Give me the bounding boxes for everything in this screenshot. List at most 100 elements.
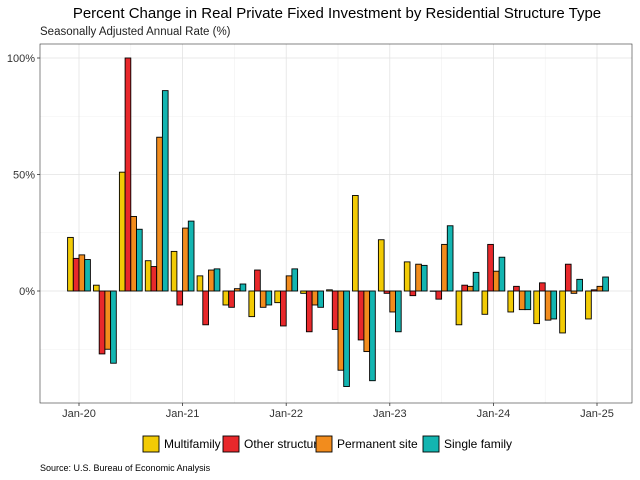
bar-other-structures-2024-04 [513,285,520,292]
y-tick-label: 50% [13,170,35,182]
bar-multifamily-2021-01 [170,250,178,292]
bar-multifamily-2024-01 [481,290,489,315]
legend-swatch [142,435,160,453]
bar-other-structures-2020-10 [150,266,158,292]
panel-border [39,43,633,404]
bar-multifamily-2020-10 [144,260,152,292]
bar-other-structures-2022-04 [305,290,313,333]
bar-permanent-site-2022-01 [285,275,293,292]
legend-label: Other structures [244,437,330,451]
bar-multifamily-2021-10 [248,290,256,318]
legend-item-single-family: Single family [422,435,512,453]
bar-single-family-2023-01 [395,290,402,333]
bar-permanent-site-2020-10 [156,136,163,292]
bar-multifamily-2020-07 [118,171,126,292]
bar-multifamily-2023-04 [403,261,411,292]
legend-label: Single family [444,437,512,451]
chart-title: Percent Change in Real Private Fixed Inv… [73,5,601,22]
bar-permanent-site-2024-04 [518,290,526,311]
bar-permanent-site-2024-07 [544,290,552,321]
bar-single-family-2021-07 [239,283,247,292]
bar-single-family-2021-01 [187,220,195,292]
bar-single-family-2020-10 [161,90,169,292]
legend-item-multifamily: Multifamily [142,435,221,453]
bar-multifamily-2022-01 [274,290,281,304]
bar-permanent-site-2021-10 [259,290,267,308]
bar-permanent-site-2023-01 [389,290,396,313]
legend-swatch [222,435,240,453]
legend-swatch [315,435,333,453]
x-tick-label: Jan-23 [373,408,407,420]
bar-permanent-site-2023-07 [441,243,448,292]
bar-single-family-2020-07 [136,228,143,292]
x-tick-label: Jan-22 [269,408,303,420]
bar-other-structures-2022-10 [357,290,365,341]
chart-subtitle: Seasonally Adjusted Annual Rate (%) [40,26,231,38]
bar-single-family-2021-04 [213,268,221,292]
bar-other-structures-2023-07 [435,290,443,300]
bar-permanent-site-2021-01 [182,227,189,292]
bar-multifamily-2021-04 [196,275,204,292]
bar-permanent-site-2020-04 [104,290,112,350]
legend-swatch [422,435,440,453]
y-tick-label: 0% [19,286,35,298]
bar-other-structures-2020-07 [124,57,132,292]
bar-permanent-site-2025-01 [596,285,604,292]
bar-single-family-2024-04 [524,290,532,311]
bar-multifamily-2023-10 [455,290,463,326]
bar-permanent-site-2022-07 [337,290,345,371]
bar-single-family-2024-10 [576,278,583,292]
bar-permanent-site-2022-04 [311,290,319,306]
legend-label: Multifamily [164,437,221,451]
bar-multifamily-2022-04 [300,290,307,294]
bar-single-family-2022-01 [291,268,299,292]
bar-other-structures-2020-01 [72,257,80,292]
bar-other-structures-2021-10 [254,269,261,292]
plot-area [39,43,633,404]
bar-single-family-2022-04 [317,290,324,308]
bar-other-structures-2021-07 [228,290,235,308]
bar-single-family-2023-10 [472,271,480,292]
x-tick-label: Jan-20 [62,408,96,420]
bar-multifamily-2023-01 [377,239,385,292]
legend: Multifamily Other structures Permanent sit… [142,435,512,453]
bar-permanent-site-2023-10 [467,285,474,292]
source-note: Source: U.S. Bureau of Economic Analysis [40,463,211,473]
legend-item-other-structures: Other structures [222,435,330,453]
bar-other-structures-2024-10 [564,263,572,292]
x-tick-label: Jan-25 [580,408,614,420]
bar-single-family-2021-10 [265,290,273,306]
bar-single-family-2024-01 [498,256,506,292]
bar-other-structures-2022-07 [331,290,339,330]
bar-permanent-site-2023-04 [415,263,422,292]
bar-other-structures-2025-01 [590,289,598,292]
bar-multifamily-2022-10 [352,195,359,292]
bar-other-structures-2021-01 [176,290,184,306]
bar-single-family-2023-07 [446,225,454,292]
x-axis: Jan-20 Jan-21 Jan-22 Jan-23 Jan-24 Jan-25 [62,403,614,420]
x-tick-label: Jan-24 [477,408,511,420]
bar-single-family-2023-04 [420,264,428,292]
legend-label: Permanent site [337,437,418,451]
bar-permanent-site-2022-10 [363,290,371,353]
bar-other-structures-2024-07 [539,282,546,292]
bar-other-structures-2023-04 [409,290,417,297]
bar-other-structures-2021-04 [202,290,209,326]
bar-multifamily-2025-01 [585,290,592,320]
bar-multifamily-2020-04 [93,284,100,292]
bar-permanent-site-2020-01 [78,254,86,292]
bar-multifamily-2024-10 [559,290,566,334]
y-axis: 0% 50% 100% [7,53,40,298]
bar-permanent-site-2020-07 [130,215,137,292]
bar-single-family-2020-01 [84,259,91,292]
bar-other-structures-2020-04 [98,290,106,355]
bar-multifamily-2021-07 [222,290,230,306]
bar-single-family-2022-10 [369,290,376,382]
bar-single-family-2025-01 [602,276,609,292]
bar-other-structures-2022-01 [280,290,287,327]
bar-single-family-2024-07 [550,290,558,320]
bar-multifamily-2020-01 [67,236,74,292]
bar-multifamily-2024-04 [507,290,515,313]
legend-item-permanent-site: Permanent site [315,435,418,453]
